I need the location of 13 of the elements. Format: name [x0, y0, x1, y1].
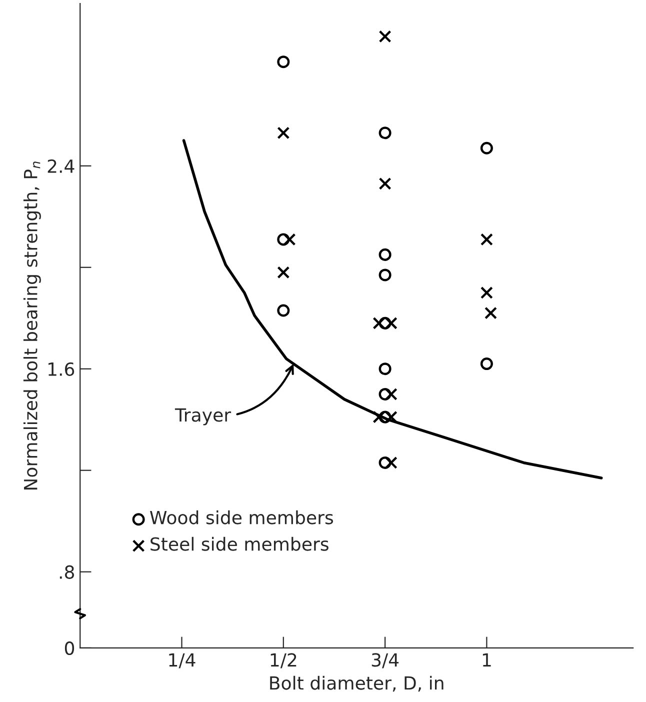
x-tick-label: 1/2: [270, 653, 296, 668]
x-tick-label: 3/4: [372, 653, 399, 668]
x-tick-label: 1/4: [169, 653, 196, 668]
y-tick-label: 1.6: [48, 362, 74, 376]
legend-label: Wood side members: [150, 510, 334, 524]
y-tick-label: 0: [64, 641, 74, 656]
legend-label: Steel side members: [150, 536, 328, 551]
x-tick-label: 1: [482, 653, 491, 667]
y-axis-title: Normalized bolt bearing strength, P$_{n}$: [23, 162, 41, 490]
y-tick-label: 2.4: [48, 159, 74, 173]
x-axis-title: Bolt diameter, D, in: [270, 676, 444, 692]
annotation: Trayer: [174, 408, 232, 426]
y-tick-label: .8: [60, 565, 74, 579]
